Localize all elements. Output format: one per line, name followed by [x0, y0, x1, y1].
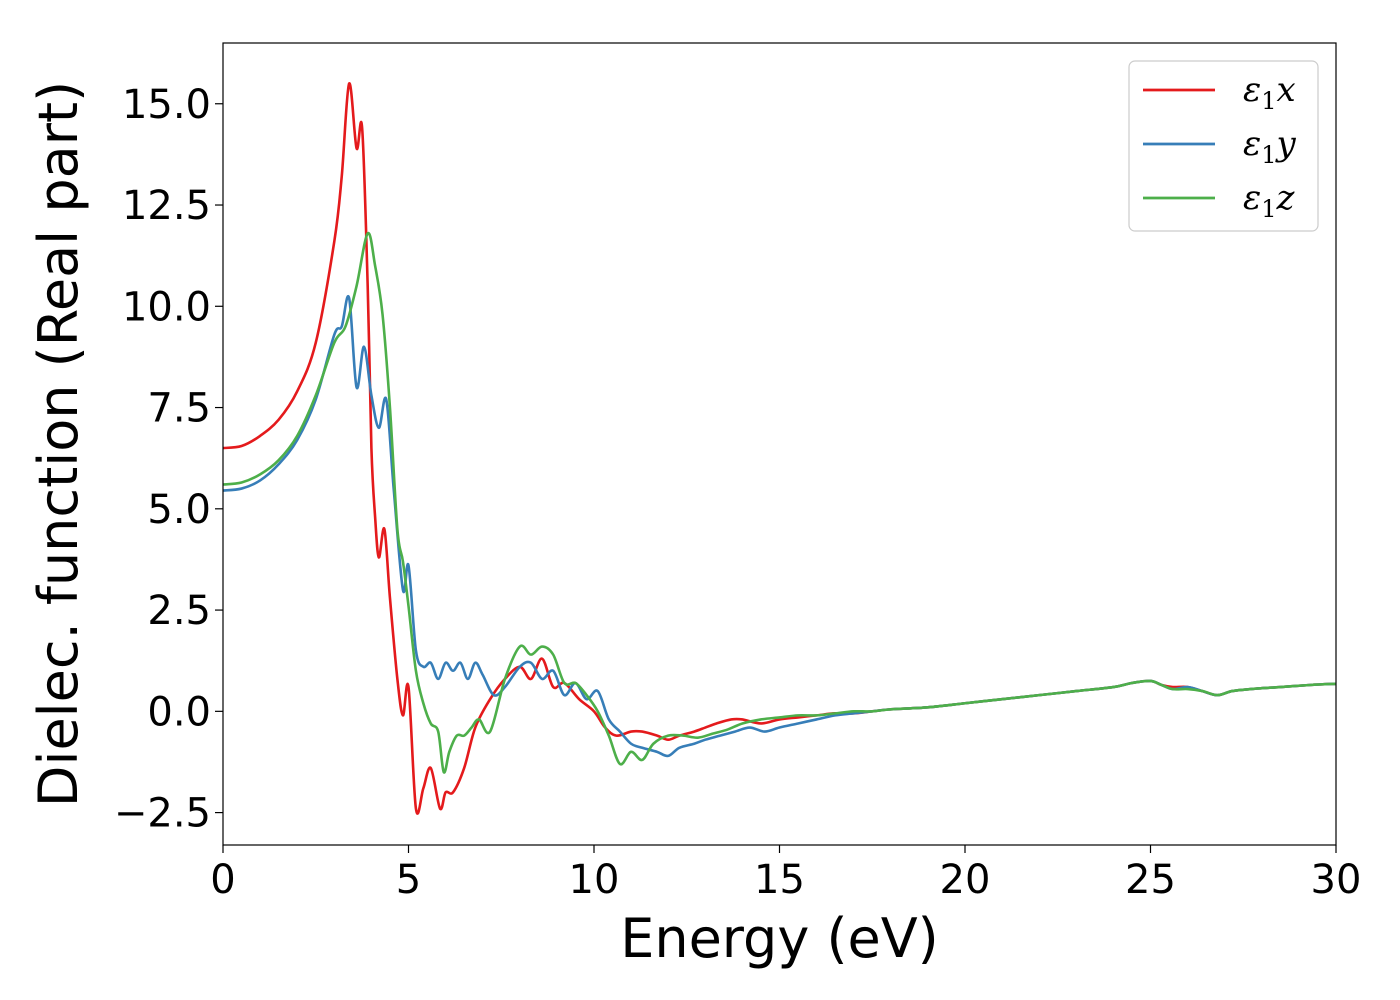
x-tick-label: 20 [940, 857, 991, 903]
x-tick-label: 5 [396, 857, 421, 903]
series-line-z [223, 231, 1336, 774]
y-tick-label: 5.0 [147, 487, 211, 533]
series-layer [223, 82, 1336, 815]
x-tick-label: 25 [1125, 857, 1176, 903]
legend-item: ε1y [1143, 124, 1297, 169]
legend-box [1128, 60, 1319, 232]
y-tick-label: 0.0 [147, 689, 211, 735]
y-tick-label: −2.5 [114, 791, 211, 837]
x-tick-label: 10 [569, 857, 620, 903]
legend: ε1x ε1y ε1z [1128, 60, 1319, 232]
y-tick-label: 12.5 [122, 183, 211, 229]
y-tick-label: 15.0 [122, 82, 211, 128]
legend-item: ε1x [1143, 70, 1296, 115]
x-axis-title: Energy (eV) [620, 907, 939, 970]
y-tick-label: 2.5 [147, 588, 211, 634]
legend-label: ε1z [1243, 178, 1296, 223]
ticks-layer: 0 5 10 15 20 25 30 −2.5 0.0 2.5 5.0 7.5 10.0 12.5 15.0 [114, 82, 1362, 903]
legend-label: ε1y [1243, 124, 1297, 169]
legend-label: ε1x [1243, 70, 1296, 115]
x-tick-label: 30 [1311, 857, 1362, 903]
y-tick-label: 7.5 [147, 386, 211, 432]
x-tick-label: 15 [754, 857, 805, 903]
x-tick-label: 0 [210, 857, 235, 903]
y-tick-label: 10.0 [122, 284, 211, 330]
legend-item: ε1z [1143, 178, 1296, 223]
y-axis-title: Dielec. function (Real part) [27, 81, 90, 807]
